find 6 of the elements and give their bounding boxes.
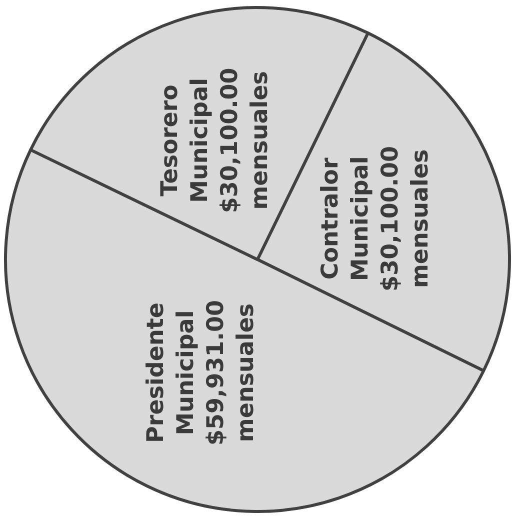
slice-label: Contralor Municipal [318,156,374,282]
data-label: $30,100.00 mensuales [378,146,434,292]
slice-label: Tesorero Municipal [157,78,214,203]
data-label: $30,100.00 mensuales [217,68,274,214]
slice-label: Presidente Municipal [143,302,200,443]
data-label: $59,931.00 mensuales [203,300,260,446]
